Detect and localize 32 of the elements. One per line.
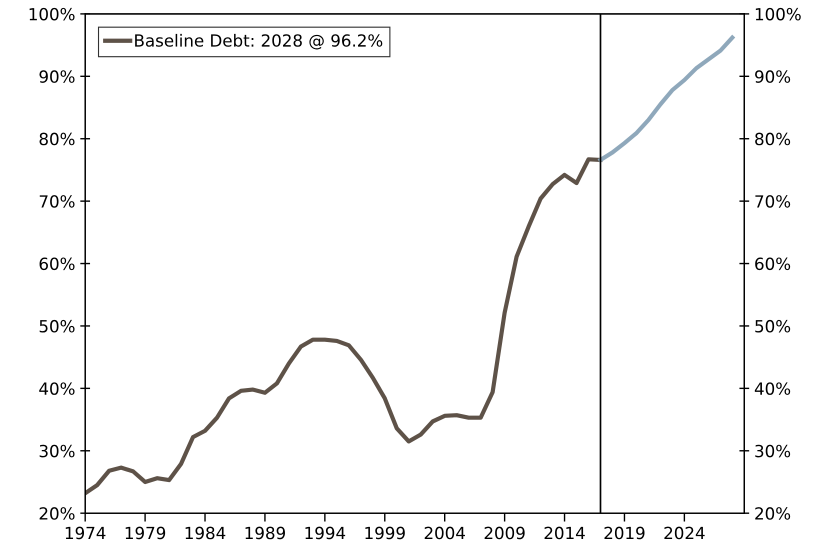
y-tick-label: 30% <box>40 444 75 458</box>
y-tick-label: 50% <box>40 320 75 333</box>
y2-tick-label: 90% <box>755 70 790 83</box>
y2-tick-label: 30% <box>755 444 790 458</box>
x-tick-label: 2024 <box>664 526 705 540</box>
y2-tick-label: 70% <box>755 195 790 208</box>
y2-tick-label: 80% <box>755 132 790 146</box>
y2-tick-label: 60% <box>755 258 790 270</box>
x-tick-label: 1989 <box>246 526 285 540</box>
x-tick-label: 1974 <box>66 526 106 540</box>
x-tick-label: 1999 <box>365 526 405 540</box>
y2-tick-label: 40% <box>754 382 790 395</box>
y-tick-label: 90% <box>39 70 75 83</box>
y-tick-label: 100% <box>30 8 75 20</box>
x-tick-label: 1984 <box>186 526 226 540</box>
x-tick-label: 2009 <box>484 526 525 540</box>
x-tick-label: 1994 <box>305 526 346 540</box>
y-tick-label: 20% <box>40 507 75 520</box>
y-tick-label: 70% <box>40 195 75 208</box>
x-tick-label: 2019 <box>604 526 644 540</box>
line-series <box>598 36 734 162</box>
y2-tick-label: 20% <box>755 507 790 520</box>
y2-tick-label: 50% <box>755 320 790 333</box>
y-tick-label: 80% <box>40 132 75 146</box>
legend-label: Baseline Debt: 2028 @ 96.2% <box>135 34 382 50</box>
y2-tick-label: 100% <box>756 8 801 20</box>
x-tick-label: 2004 <box>424 526 465 540</box>
x-tick-label: 2014 <box>544 526 585 540</box>
line-series <box>85 157 603 496</box>
y-tick-label: 60% <box>40 258 75 270</box>
x-tick-label: 1979 <box>126 526 166 540</box>
y-tick-label: 40% <box>39 382 75 395</box>
